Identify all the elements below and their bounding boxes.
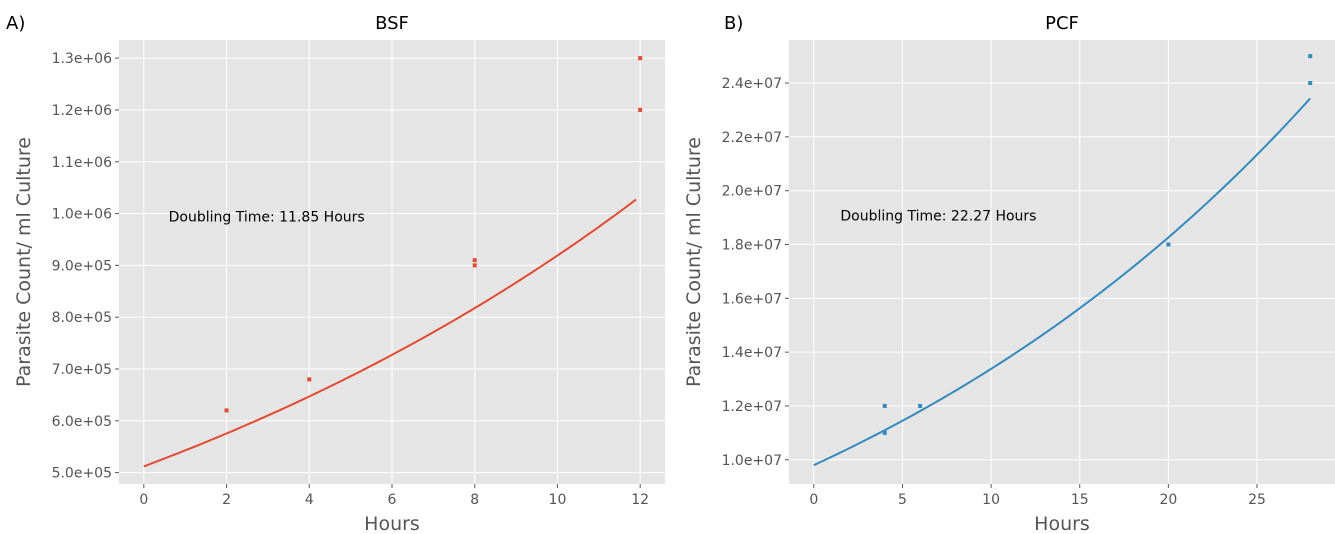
x-tick-label: 20 [1159, 492, 1177, 508]
x-tick-label: 2 [222, 492, 231, 508]
fit-curve [813, 97, 1311, 467]
y-tick-label: 7.0e+05 [52, 362, 112, 378]
x-tick-label: 5 [898, 492, 907, 508]
data-point [638, 107, 643, 112]
y-tick-label: 1.2e+07 [722, 399, 782, 415]
plot-area [789, 40, 1335, 484]
y-tick-label: 1.1e+06 [52, 155, 113, 171]
y-tick-label: 2.0e+07 [722, 184, 782, 200]
panel-label: B) [724, 13, 743, 34]
data-point [1308, 81, 1313, 86]
y-tick-label: 5.0e+05 [52, 466, 112, 482]
data-point [1308, 54, 1313, 59]
y-axis-label: Parasite Count/ ml Culture [13, 137, 35, 387]
y-tick-label: 1.3e+06 [52, 51, 113, 67]
y-tick-label: 6.0e+05 [52, 414, 112, 430]
fit-curve [143, 198, 637, 468]
x-tick-label: 6 [388, 492, 397, 508]
x-tick-label: 15 [1071, 492, 1089, 508]
x-tick-label: 25 [1248, 492, 1266, 508]
doubling-time-annotation: Doubling Time: 11.85 Hours [169, 209, 365, 225]
data-point [882, 430, 887, 435]
data-point [472, 263, 477, 268]
chart-title: BSF [375, 13, 409, 34]
doubling-time-annotation: Doubling Time: 22.27 Hours [840, 208, 1036, 224]
y-tick-label: 1.4e+07 [722, 345, 782, 361]
y-tick-label: 1.8e+07 [722, 238, 782, 254]
data-point [224, 408, 229, 413]
chart-bsf: 0 2 4 6 8 10 12 5.0e+05 6.0e+05 7.0e+05 8.0e+05 9.0… [6, 13, 665, 534]
data-point [472, 258, 477, 263]
data-point [1166, 242, 1171, 247]
y-tick-label: 2.4e+07 [722, 76, 782, 92]
y-tick-label: 1.0e+06 [52, 207, 113, 223]
data-point [638, 56, 643, 61]
x-tick-label: 0 [139, 492, 148, 508]
x-tick-label: 4 [305, 492, 314, 508]
y-tick-label: 1.0e+07 [722, 453, 782, 469]
x-axis-label: Hours [364, 513, 420, 534]
x-tick-label: 0 [809, 492, 818, 508]
x-tick-label: 10 [549, 492, 567, 508]
y-tick-label: 2.2e+07 [722, 130, 782, 146]
x-tick-label: 10 [982, 492, 1000, 508]
y-tick-label: 1.2e+06 [52, 103, 113, 119]
x-axis-label: Hours [1034, 513, 1090, 534]
data-point [307, 377, 312, 382]
data-point [882, 403, 887, 408]
data-point [918, 403, 923, 408]
y-axis-label: Parasite Count/ ml Culture [683, 137, 705, 387]
y-tick-label: 8.0e+05 [52, 310, 112, 326]
y-tick-label: 1.6e+07 [722, 291, 782, 307]
chart-pcf: 0 5 10 15 20 25 1.0e+07 1.2e+07 1.4e+07 1.6e+07 1.… [683, 13, 1335, 534]
panel-label: A) [6, 13, 25, 34]
chart-title: PCF [1045, 13, 1079, 34]
y-tick-label: 9.0e+05 [52, 258, 112, 274]
x-tick-label: 12 [631, 492, 649, 508]
x-tick-label: 8 [470, 492, 479, 508]
